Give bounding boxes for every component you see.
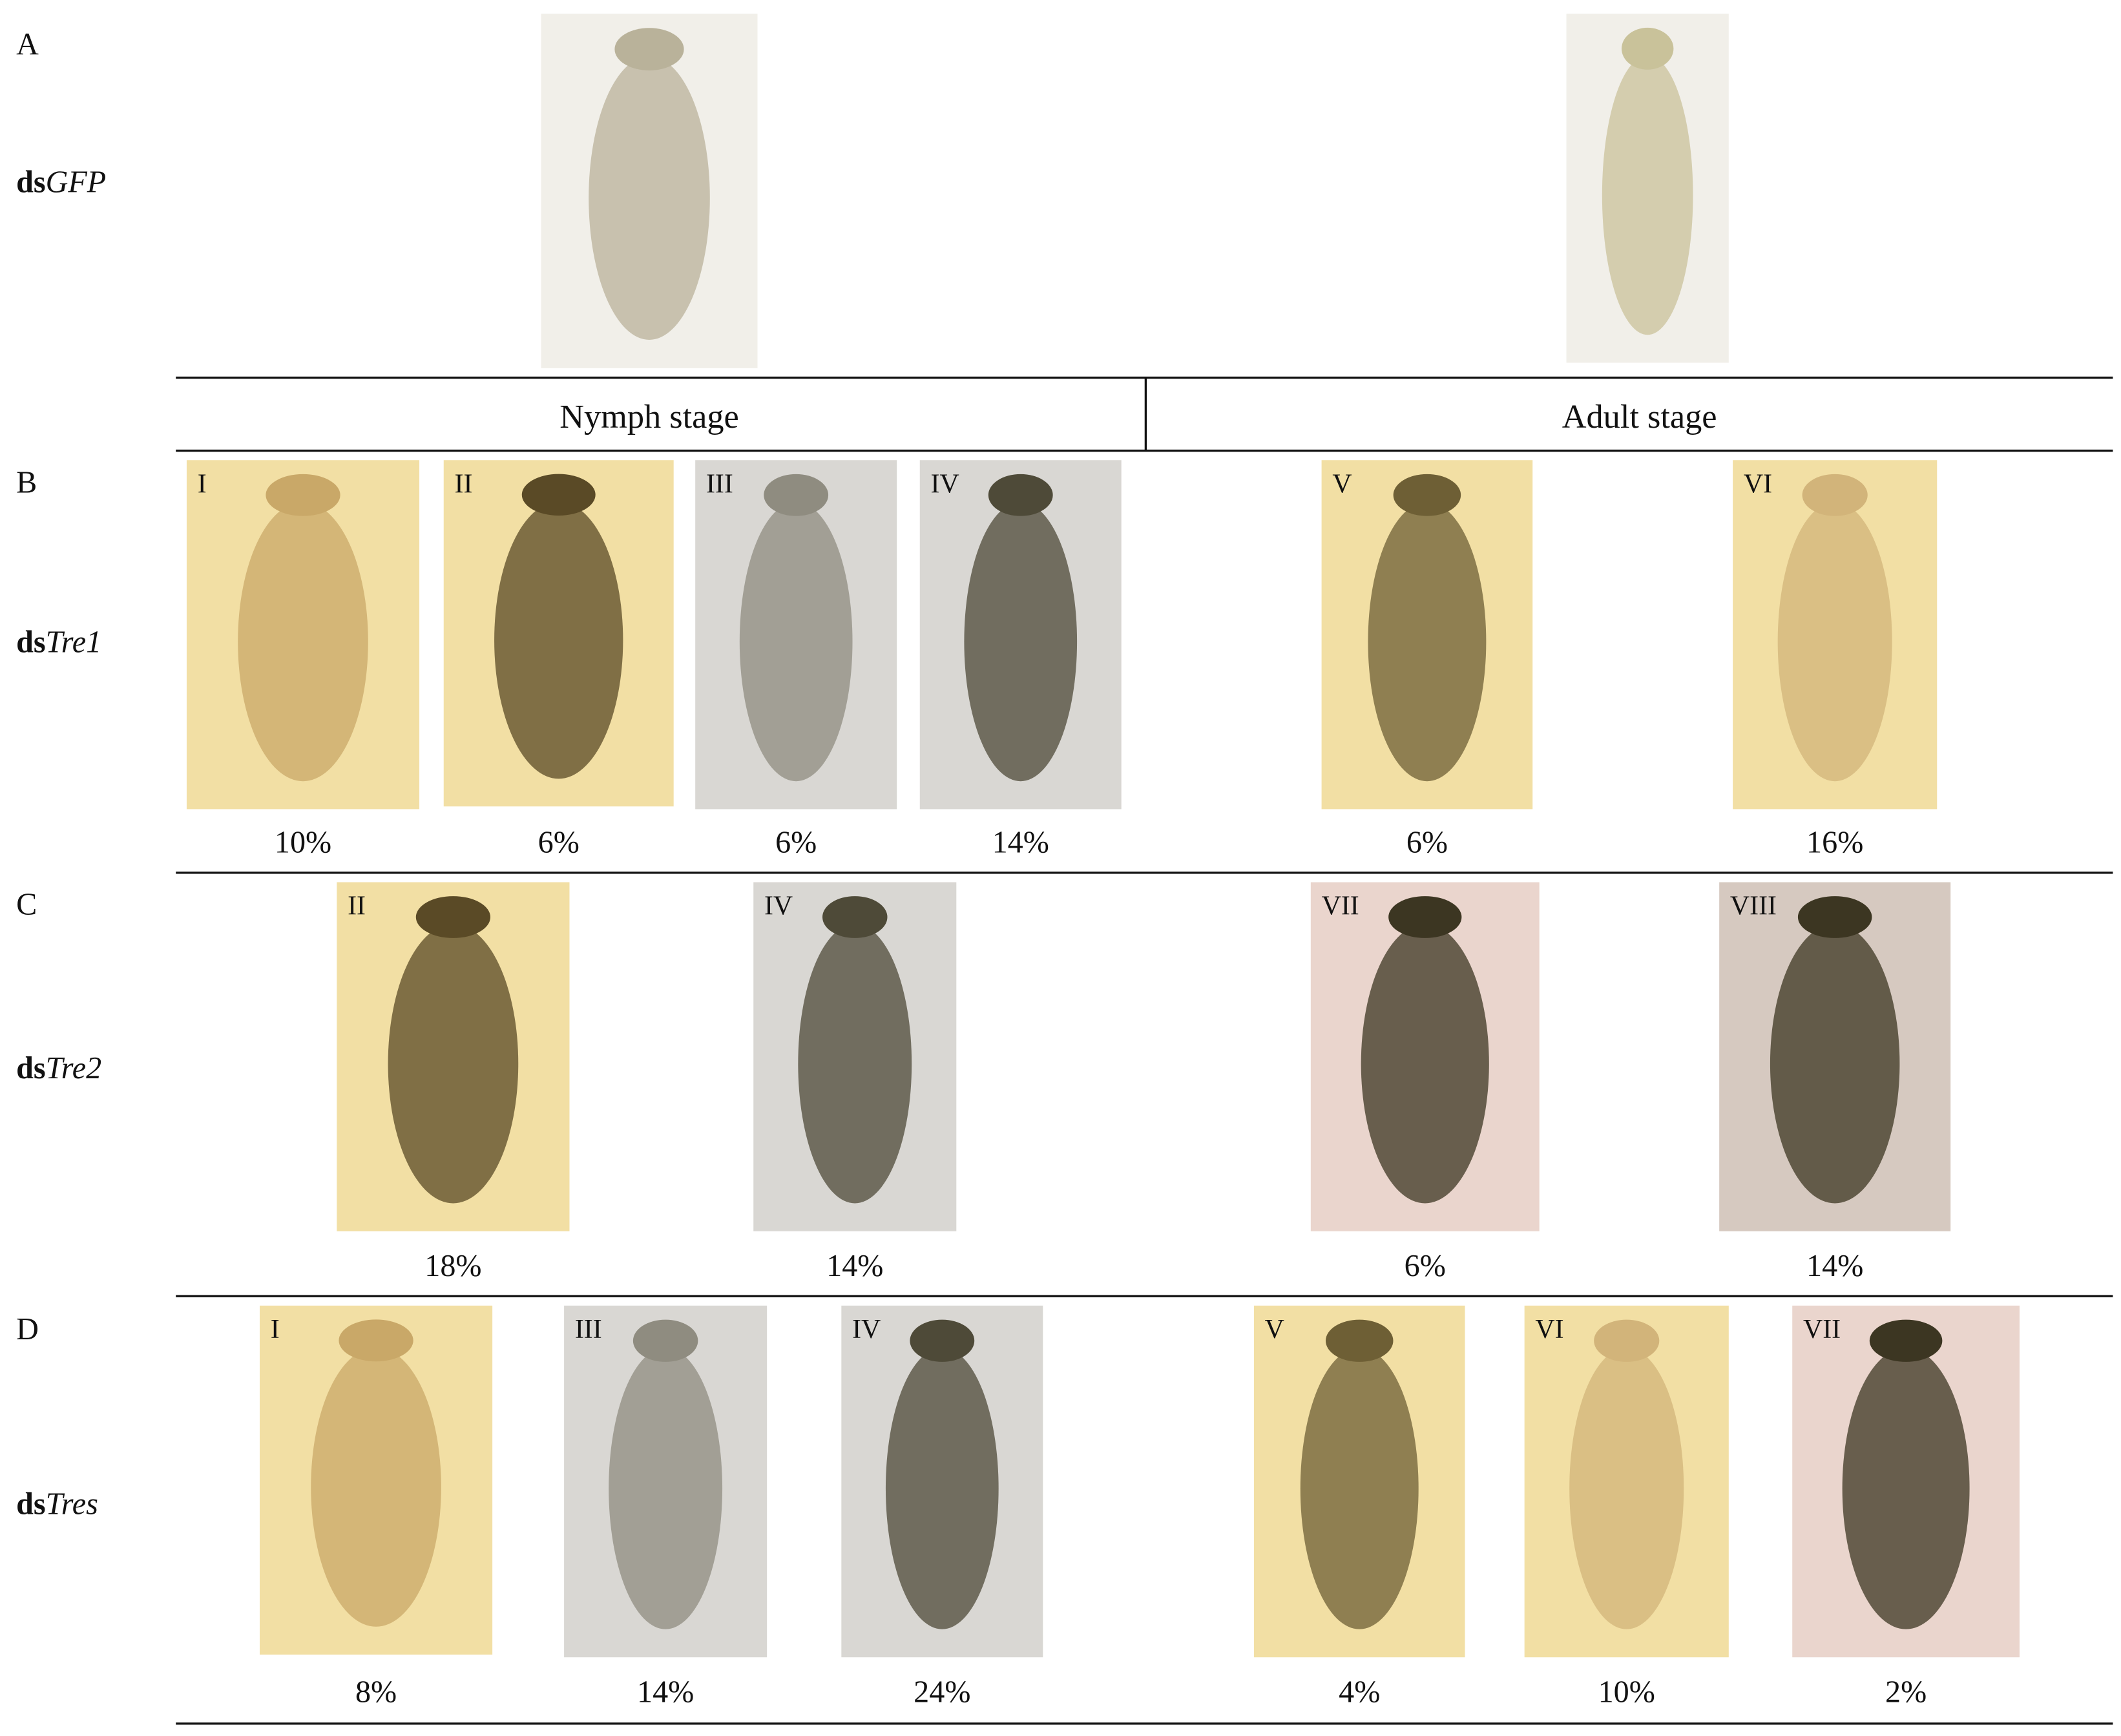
insect-body: [311, 1347, 441, 1627]
phenotype-percent: 24%: [914, 1675, 970, 1709]
insect-head: [1869, 1319, 1943, 1362]
insect-head: [910, 1319, 975, 1362]
insect-body: [238, 502, 368, 782]
insect-head: [1797, 896, 1872, 938]
phenotype-numeral: IV: [931, 469, 959, 499]
treatment-gene: GFP: [46, 165, 107, 200]
insect-head: [1388, 896, 1462, 938]
insect-body: [1361, 924, 1489, 1204]
treatment-label: dsTres: [16, 1487, 98, 1521]
insect-head: [521, 474, 596, 516]
treatment-prefix: ds: [16, 165, 46, 200]
phenotype-percent: 16%: [1806, 825, 1863, 859]
phenotype-percent: 14%: [637, 1675, 694, 1709]
phenotype-numeral: V: [1332, 469, 1352, 499]
insect-head: [339, 1319, 413, 1362]
phenotype-percent: 14%: [1806, 1249, 1863, 1283]
insect-body: [1368, 502, 1487, 782]
treatment-label: dsTre1: [16, 625, 101, 660]
treatment-gene: Tre2: [46, 1051, 102, 1085]
phenotype-numeral: I: [198, 469, 207, 499]
phenotype-numeral: VII: [1803, 1315, 1841, 1344]
insect-body: [885, 1348, 999, 1629]
insect-body: [609, 1348, 723, 1629]
insect-body: [1602, 56, 1693, 335]
panel-letter: C: [16, 888, 37, 922]
phenotype-numeral: VI: [1535, 1315, 1563, 1344]
insect-head: [614, 28, 684, 71]
phenotype-numeral: I: [271, 1315, 280, 1344]
insect-body: [388, 924, 519, 1204]
phenotype-percent: 6%: [538, 825, 580, 859]
insect-body: [1842, 1348, 1970, 1629]
insect-head: [1393, 474, 1461, 516]
treatment-prefix: ds: [16, 1487, 46, 1521]
phenotype-percent: 6%: [775, 825, 817, 859]
insect-body: [494, 501, 623, 779]
treatment-prefix: ds: [16, 1051, 46, 1085]
treatment-label: dsGFP: [16, 165, 106, 200]
phenotype-percent: 4%: [1339, 1675, 1380, 1709]
insect-body: [798, 924, 912, 1204]
treatment-prefix: ds: [16, 625, 46, 660]
phenotype-numeral: VII: [1322, 892, 1359, 921]
insect-head: [1594, 1319, 1660, 1362]
insect-head: [415, 896, 491, 938]
phenotype-percent: 14%: [992, 825, 1049, 859]
phenotype-percent: 2%: [1885, 1675, 1927, 1709]
phenotype-percent: 8%: [355, 1675, 397, 1709]
insect-head: [266, 474, 340, 516]
insect-body: [1777, 502, 1892, 782]
panel-letter: A: [16, 27, 39, 61]
phenotype-numeral: II: [455, 469, 473, 499]
insect-head: [764, 474, 829, 516]
treatment-gene: Tres: [46, 1487, 98, 1521]
insect-body: [1770, 924, 1900, 1204]
phenotype-percent: 10%: [1598, 1675, 1655, 1709]
insect-head: [632, 1319, 698, 1362]
header-nymph: Nymph stage: [559, 398, 739, 435]
phenotype-numeral: IV: [852, 1315, 881, 1344]
insect-head: [1621, 27, 1674, 70]
phenotype-percent: 18%: [424, 1249, 481, 1283]
phenotype-numeral: II: [348, 892, 366, 921]
insect-body: [739, 502, 853, 782]
panel-letter: D: [16, 1312, 39, 1346]
phenotype-numeral: VIII: [1730, 892, 1777, 921]
phenotype-numeral: VI: [1744, 469, 1772, 499]
insect-body: [1569, 1348, 1684, 1629]
phenotype-numeral: IV: [764, 892, 793, 921]
phenotype-numeral: III: [575, 1315, 602, 1344]
insect-head: [1325, 1319, 1394, 1362]
phenotype-numeral: III: [706, 469, 733, 499]
phenotype-percent: 6%: [1405, 1249, 1446, 1283]
phenotype-percent: 14%: [826, 1249, 883, 1283]
panel-letter: B: [16, 465, 37, 499]
insect-body: [589, 56, 710, 340]
phenotype-percent: 10%: [275, 825, 331, 859]
insect-body: [964, 502, 1078, 782]
treatment-gene: Tre1: [46, 625, 102, 660]
phenotype-numeral: V: [1265, 1315, 1284, 1344]
insect-head: [822, 896, 888, 938]
insect-head: [1802, 474, 1868, 516]
phenotype-percent: 6%: [1406, 825, 1448, 859]
header-adult: Adult stage: [1562, 398, 1717, 435]
treatment-label: dsTre2: [16, 1051, 101, 1085]
insect-head: [988, 474, 1053, 516]
insect-body: [1300, 1348, 1419, 1629]
